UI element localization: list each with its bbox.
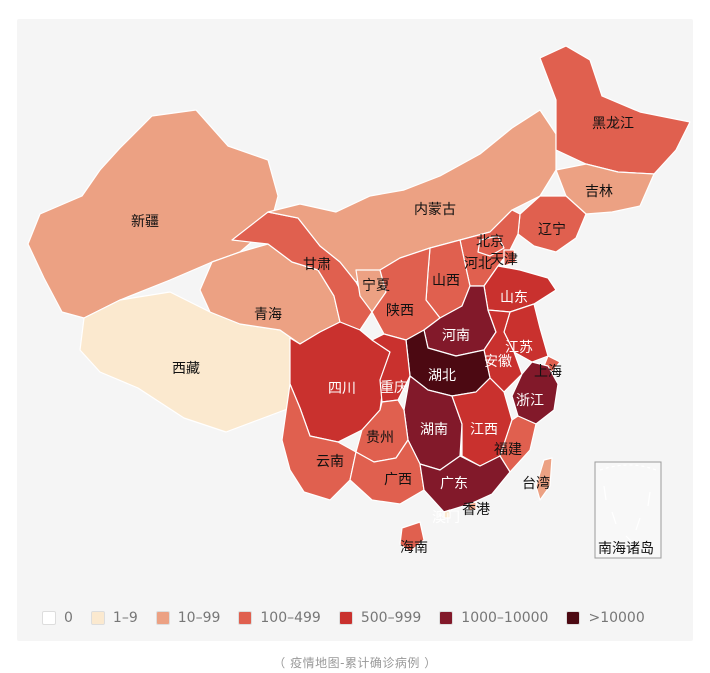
legend-swatch [566,611,581,625]
legend-label: >10000 [588,610,645,626]
province-anhui[interactable] [483,309,523,393]
legend-item[interactable]: 1000–10000 [439,610,548,626]
label-shandong: 山东 [500,290,528,306]
legend-label: 100–499 [260,610,321,626]
label-anhui: 安徽 [484,354,512,370]
label-neimenggu: 内蒙古 [414,202,456,218]
label-jilin: 吉林 [585,184,613,200]
legend-label: 0 [64,610,73,626]
label-hainan: 海南 [400,540,428,556]
legend-swatch [42,611,56,625]
province-heilongjiang[interactable] [539,45,691,175]
legend-item[interactable]: 100–499 [238,610,321,626]
label-tianjin: 天津 [490,252,518,268]
label-guizhou: 贵州 [366,430,394,446]
legend-item[interactable]: 500–999 [338,610,422,626]
label-henan: 河南 [442,328,470,344]
legend-swatch [90,611,105,625]
province-taiwan[interactable] [535,457,553,501]
label-gansu: 甘肃 [303,257,331,273]
legend-item[interactable]: >10000 [566,610,645,626]
label-shanghai: 上海 [534,364,562,380]
label-macau: 澳门 [432,510,460,526]
label-yunnan: 云南 [316,454,344,470]
legend: 0 1–9 10–99 100–499 500–999 1000–10000 >… [42,610,663,626]
china-map: 南海诸岛 新疆 西藏 青海 甘肃 内蒙古 黑龙江 吉林 辽宁 北京 天津 河北 … [27,45,691,559]
legend-swatch [238,611,253,625]
label-shaanxi: 陕西 [386,303,414,319]
label-xinjiang: 新疆 [131,214,159,230]
label-zhejiang: 浙江 [516,393,544,409]
label-guangxi: 广西 [384,472,412,488]
label-hebei: 河北 [464,256,492,272]
province-tianjin[interactable] [503,249,517,267]
legend-swatch [155,611,170,625]
legend-label: 500–999 [360,610,422,626]
legend-label: 1–9 [112,610,138,626]
legend-item[interactable]: 0 [42,610,73,626]
province-hongkong[interactable] [467,501,477,511]
label-fujian: 福建 [494,442,522,458]
label-taiwan: 台湾 [522,475,550,492]
legend-swatch [439,611,454,625]
label-chongqing: 重庆 [380,380,408,396]
province-xinjiang[interactable] [27,109,279,319]
label-ningxia: 宁夏 [362,277,390,294]
province-hainan[interactable] [399,521,425,553]
label-qinghai: 青海 [254,307,282,323]
province-zhejiang[interactable] [511,361,559,425]
label-liaoning: 辽宁 [538,221,566,238]
label-jiangxi: 江西 [470,422,498,438]
legend-label: 10–99 [177,610,221,626]
legend-item[interactable]: 10–99 [155,610,221,626]
label-hunan: 湖南 [420,422,448,438]
label-sichuan: 四川 [328,381,356,397]
label-beijing: 北京 [476,234,504,250]
legend-item[interactable]: 1–9 [90,610,138,626]
province-beijing[interactable] [477,235,505,257]
province-guangdong[interactable] [419,455,511,513]
label-shanxi: 山西 [432,273,460,289]
map-caption: （ 疫情地图-累计确诊病例 ） [273,656,437,670]
province-macau[interactable] [443,509,451,519]
label-xizang: 西藏 [172,361,200,377]
label-guangdong: 广东 [440,476,468,492]
label-jiangsu: 江苏 [505,340,533,356]
south-china-sea-inset: 南海诸岛 [594,461,662,559]
label-heilongjiang: 黑龙江 [592,116,634,132]
legend-label: 1000–10000 [461,610,549,626]
label-hongkong: 香港 [462,502,490,518]
inset-label: 南海诸岛 [598,541,654,557]
legend-swatch [338,611,353,625]
label-hubei: 湖北 [428,368,456,384]
